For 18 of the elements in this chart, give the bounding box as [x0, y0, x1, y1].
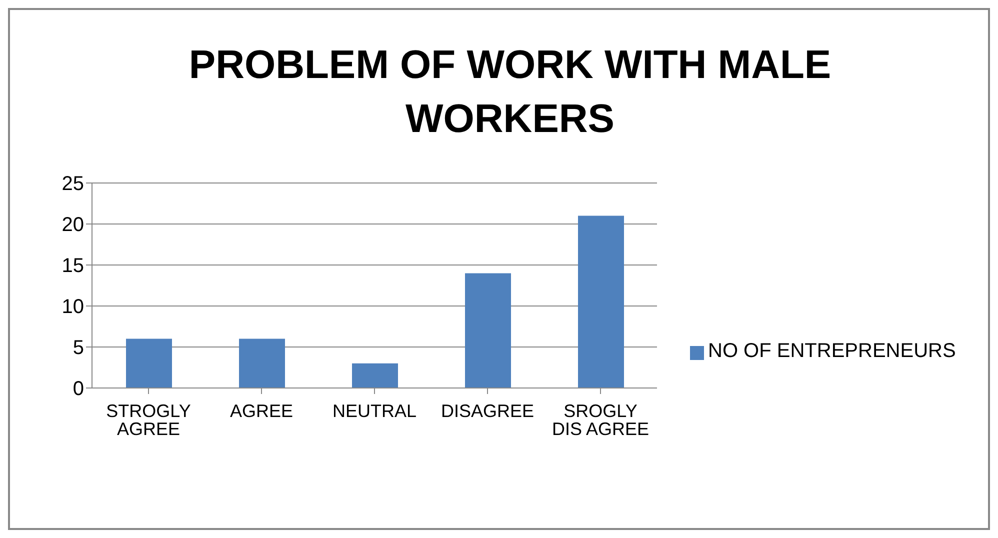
bar — [465, 273, 511, 388]
y-tick-label: 25 — [62, 173, 84, 196]
y-tick-label: 15 — [62, 255, 84, 278]
x-tick-label: DISAGREE — [440, 400, 534, 421]
legend-label: NO OF ENTREPRENEURS — [708, 340, 956, 362]
bar — [578, 216, 624, 388]
x-tick-label: SROGLY DIS AGREE — [552, 400, 650, 439]
x-tick-label: NEUTRAL — [332, 400, 417, 421]
bar — [126, 338, 172, 388]
y-tick-label: 10 — [62, 296, 84, 318]
x-tick-label: STROGLY AGREE — [106, 400, 191, 439]
y-tick-label: 20 — [62, 214, 84, 236]
y-tick-label: 0 — [72, 378, 84, 400]
y-tick-label: 5 — [72, 337, 84, 360]
bar — [239, 338, 285, 388]
chart-title: PROBLEM OF WORK WITH MALE WORKERS — [188, 42, 832, 143]
x-tick-label: AGREE — [230, 400, 294, 421]
bar — [352, 363, 398, 388]
